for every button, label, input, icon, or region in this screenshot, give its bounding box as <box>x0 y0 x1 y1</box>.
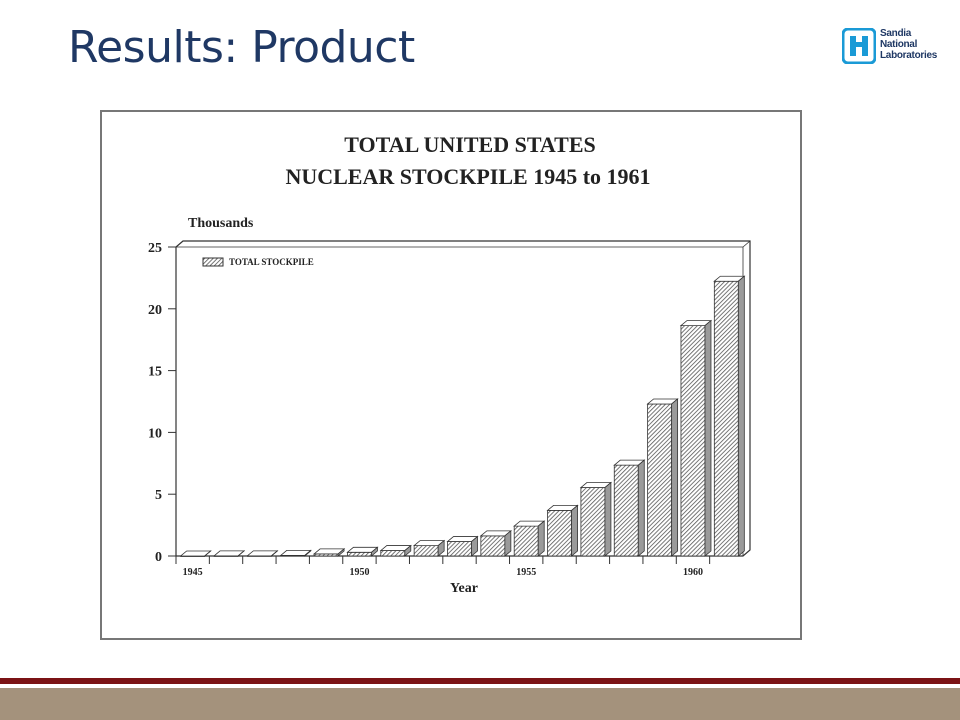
bar-side <box>671 398 679 557</box>
bar <box>679 319 713 557</box>
bar <box>479 529 512 557</box>
logo-icon <box>842 28 876 64</box>
bar <box>212 550 246 557</box>
x-tick-label: 1960 <box>683 567 703 578</box>
x-axis-label: Year <box>450 581 478 596</box>
footer-band <box>0 688 960 720</box>
y-tick-label: 15 <box>148 365 162 380</box>
bar <box>346 546 379 557</box>
y-tick-label: 20 <box>148 303 162 318</box>
bar <box>613 459 646 557</box>
bar-side <box>404 544 412 557</box>
bar-side <box>637 459 645 557</box>
bar <box>246 549 279 557</box>
logo: Sandia National Laboratories <box>842 26 942 66</box>
bar <box>646 398 679 557</box>
bar-front <box>480 535 506 557</box>
y-tick-label: 5 <box>155 488 162 503</box>
bar-side <box>504 529 512 557</box>
bar-front <box>580 487 606 557</box>
bar-front <box>680 325 706 557</box>
bar-front <box>413 545 439 557</box>
y-tick-label: 25 <box>148 241 162 256</box>
bar <box>579 481 613 557</box>
bar-side <box>437 539 445 557</box>
bar-side <box>737 275 745 557</box>
bar <box>713 275 746 557</box>
x-tick-label: 1945 <box>183 567 203 578</box>
bar-side <box>237 550 245 557</box>
plot-edge <box>742 240 751 248</box>
logo-line: Sandia <box>880 28 911 39</box>
x-tick-label: 1950 <box>349 567 369 578</box>
y-tick-label: 10 <box>148 426 162 441</box>
bar-side <box>304 549 312 557</box>
bar-side <box>337 548 345 557</box>
bar <box>179 550 212 557</box>
bar-side <box>537 520 545 557</box>
bar-side <box>471 535 478 557</box>
bar <box>312 548 346 557</box>
bar <box>379 544 412 557</box>
bar-side <box>371 546 378 557</box>
bar <box>279 549 312 557</box>
bar-front <box>713 280 739 557</box>
bar-front <box>380 550 406 557</box>
logo-line: Laboratories <box>880 50 937 61</box>
chart-title: NUCLEAR STOCKPILE 1945 to 1961 <box>285 164 650 189</box>
bar-front <box>347 551 372 557</box>
y-tick-label: 0 <box>155 550 162 565</box>
y-axis-label: Thousands <box>188 216 254 231</box>
bar-front <box>447 541 472 557</box>
bar <box>413 539 446 557</box>
plot-edge <box>175 240 184 248</box>
bar-side <box>204 550 212 557</box>
bar-front <box>613 464 639 557</box>
chart-title: TOTAL UNITED STATES <box>344 132 595 157</box>
footer-line <box>0 678 960 684</box>
legend-label: TOTAL STOCKPILE <box>229 257 314 267</box>
bar-side <box>571 504 578 557</box>
bar-front <box>513 525 539 557</box>
logo-line: National <box>880 39 918 50</box>
bar-side <box>270 549 278 557</box>
bar-front <box>647 403 673 557</box>
logo-text: Sandia National Laboratories <box>880 28 937 61</box>
bar-side <box>604 481 612 557</box>
bar <box>446 535 479 557</box>
bar-front <box>547 509 572 557</box>
bar <box>546 504 579 557</box>
bar-side <box>704 319 712 557</box>
x-tick-label: 1955 <box>516 567 536 578</box>
slide-title: Results: Product <box>68 22 415 73</box>
bar <box>513 520 546 557</box>
legend-swatch <box>202 257 224 267</box>
